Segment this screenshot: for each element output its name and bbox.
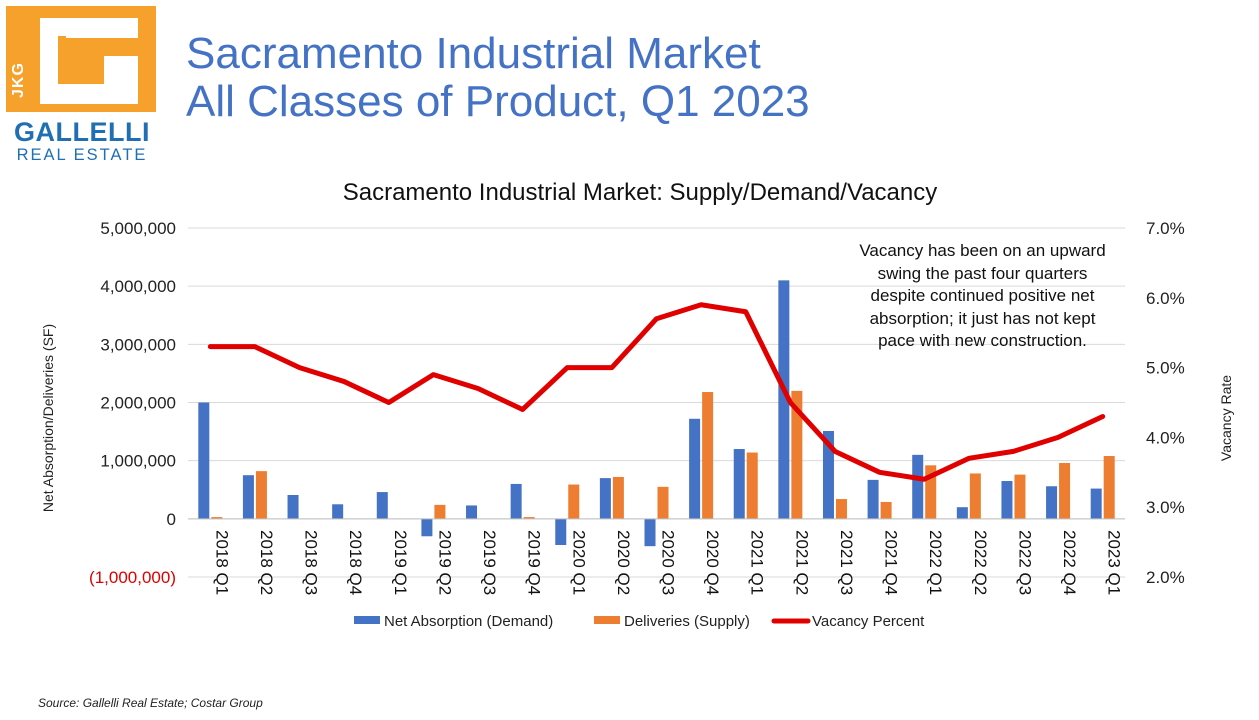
y-axis-title: Net Absorption/Deliveries (SF) — [40, 324, 56, 512]
y-tick-label: 1,000,000 — [100, 452, 176, 471]
y-tick-label: 4,000,000 — [100, 277, 176, 296]
bar-demand — [287, 494, 299, 519]
y2-tick-label: 6.0% — [1146, 289, 1185, 308]
x-tick-label: 2020 Q3 — [659, 530, 678, 595]
vacancy-line — [207, 302, 1106, 482]
legend-swatch-demand — [354, 616, 380, 624]
y-tick-label: 3,000,000 — [100, 335, 176, 354]
company-logo: JKG GALLELLI REAL ESTATE — [6, 6, 158, 164]
bar-demand — [376, 492, 388, 519]
bar-demand — [332, 504, 344, 519]
bar-demand — [867, 479, 879, 519]
chart-title: Sacramento Industrial Market: Supply/Dem… — [343, 179, 938, 206]
x-tick-label: 2019 Q2 — [435, 530, 454, 595]
y2-tick-label: 7.0% — [1146, 219, 1185, 238]
bar-supply — [969, 473, 981, 519]
bar-demand — [1001, 481, 1013, 519]
y2-tick-label: 3.0% — [1146, 498, 1185, 517]
x-tick-label: 2019 Q1 — [391, 530, 410, 595]
bar-supply — [612, 476, 624, 519]
bar-supply — [255, 471, 267, 519]
y2-tick-label: 5.0% — [1146, 359, 1185, 378]
x-tick-label: 2018 Q4 — [346, 530, 365, 595]
x-tick-label: 2022 Q3 — [1015, 530, 1034, 595]
x-tick-label: 2021 Q4 — [882, 530, 901, 595]
x-tick-label: 2019 Q4 — [525, 530, 544, 595]
legend-label-vacancy: Vacancy Percent — [812, 613, 925, 630]
y2-tick-label: 4.0% — [1146, 428, 1185, 447]
legend-swatch-supply — [594, 616, 620, 624]
y-tick-label: 5,000,000 — [100, 219, 176, 238]
bar-demand — [912, 454, 924, 519]
y-tick-label: 0 — [167, 510, 176, 529]
bar-demand — [956, 507, 968, 519]
bar-supply — [1103, 456, 1115, 519]
bar-demand — [644, 518, 656, 547]
x-tick-label: 2018 Q2 — [257, 530, 276, 595]
bar-demand — [242, 475, 254, 519]
bar-supply — [568, 484, 580, 519]
bar-demand — [778, 280, 790, 519]
bar-supply — [657, 486, 669, 519]
x-tick-label: 2020 Q2 — [614, 530, 633, 595]
bar-demand — [421, 518, 433, 537]
bar-supply — [925, 465, 937, 519]
y-tick-label: 2,000,000 — [100, 394, 176, 413]
y2-tick-label: 2.0% — [1146, 568, 1185, 587]
bar-supply — [523, 517, 535, 519]
bar-demand — [599, 478, 611, 519]
bar-demand — [510, 483, 522, 519]
bar-supply — [835, 499, 847, 519]
x-tick-label: 2022 Q2 — [971, 530, 990, 595]
page-title: Sacramento Industrial Market All Classes… — [186, 30, 810, 126]
bar-demand — [466, 505, 478, 519]
x-tick-label: 2022 Q1 — [926, 530, 945, 595]
y2-axis-title: Vacancy Rate — [1218, 375, 1234, 461]
bar-demand — [733, 449, 745, 519]
logo-mark: JKG — [6, 6, 156, 112]
bar-supply — [880, 501, 892, 519]
bar-demand — [1046, 486, 1058, 519]
source-note: Source: Gallelli Real Estate; Costar Gro… — [38, 696, 263, 710]
y-tick-label: (1,000,000) — [89, 568, 176, 587]
chart-annotation: Vacancy has been on an upward swing the … — [859, 241, 1106, 350]
x-tick-label: 2021 Q2 — [792, 530, 811, 595]
bar-supply — [1014, 474, 1026, 519]
x-tick-label: 2018 Q3 — [302, 530, 321, 595]
bar-demand — [689, 418, 701, 519]
x-tick-label: 2019 Q3 — [480, 530, 499, 595]
logo-company-name: GALLELLI — [14, 117, 150, 147]
legend-label-supply: Deliveries (Supply) — [624, 613, 750, 630]
x-tick-label: 2018 Q1 — [212, 530, 231, 595]
bar-demand — [822, 431, 834, 519]
bar-supply — [746, 452, 758, 519]
x-tick-label: 2023 Q1 — [1105, 530, 1124, 595]
legend-label-demand: Net Absorption (Demand) — [384, 613, 553, 630]
bar-demand — [198, 402, 210, 519]
page-title-line1: Sacramento Industrial Market — [186, 29, 761, 78]
x-tick-label: 2020 Q1 — [569, 530, 588, 595]
x-tick-label: 2021 Q1 — [748, 530, 767, 595]
bar-supply — [791, 390, 803, 519]
x-tick-label: 2021 Q3 — [837, 530, 856, 595]
page-title-line2: All Classes of Product, Q1 2023 — [186, 77, 810, 126]
bar-demand — [555, 518, 567, 546]
logo-company-sub: REAL ESTATE — [16, 146, 148, 164]
bar-supply — [434, 504, 446, 519]
bar-demand — [1090, 488, 1102, 519]
bar-supply — [702, 392, 714, 519]
x-tick-label: 2022 Q4 — [1060, 530, 1079, 595]
bar-supply — [1059, 462, 1071, 519]
x-tick-label: 2020 Q4 — [703, 530, 722, 595]
bar-supply — [211, 517, 223, 519]
